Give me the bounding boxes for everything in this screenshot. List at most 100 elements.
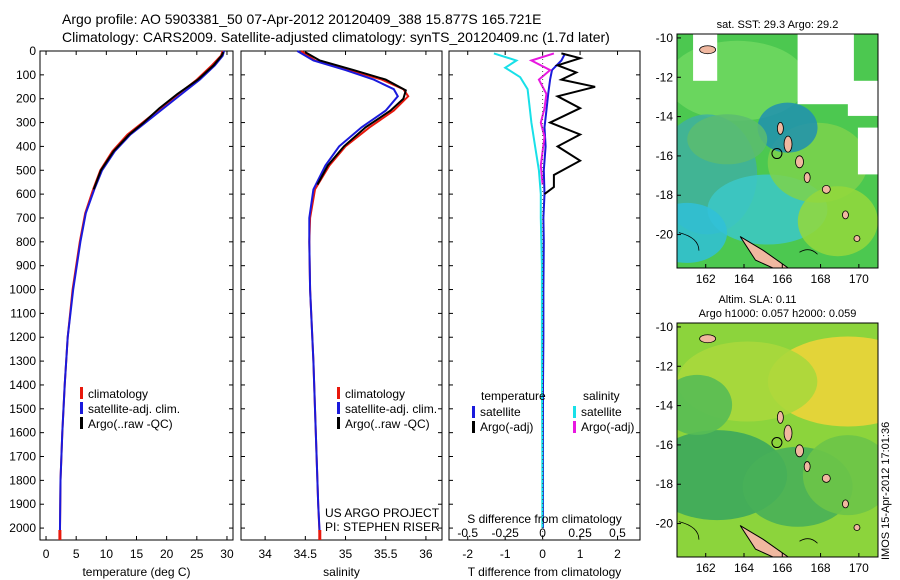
sla-map-title: Altim. SLA: 0.11 [718, 294, 796, 306]
project-pi: PI: STEPHEN RISER [325, 520, 440, 534]
depth-tick-label: 1900 [9, 497, 36, 511]
sla_map-ytick-label: -12 [656, 359, 674, 373]
figure-title-line2: Climatology: CARS2009. Satellite-adjuste… [62, 29, 610, 45]
temperature-xtick-label: 25 [190, 547, 204, 561]
legend-temperature-label: Argo(-adj) [480, 420, 533, 434]
sst_map-group [676, 33, 879, 269]
temperature-xtick-label: 15 [130, 547, 144, 561]
salinity-legend-swatch [337, 417, 340, 429]
sla_map-xtick-label: 162 [696, 561, 716, 575]
reef-contour [799, 538, 818, 544]
sst-missing-data [797, 34, 854, 105]
island [821, 473, 831, 483]
legend-salinity-swatch [573, 421, 576, 433]
island [853, 235, 861, 242]
depth-tick-label: 1100 [10, 306, 36, 320]
temperature-legend-label: Argo(..raw -QC) [88, 417, 173, 431]
temperature-axes-frame [39, 50, 234, 541]
temperature-xtick-label: 30 [220, 547, 234, 561]
depth-tick-label: 1500 [9, 402, 36, 416]
difference-series-t-argo-adj- [543, 52, 596, 195]
temperature-xlabel: temperature (deg C) [82, 565, 190, 579]
island [776, 410, 784, 424]
sst-missing-data [857, 127, 878, 175]
salinity-bottom-marker [318, 530, 322, 540]
island [842, 210, 849, 220]
difference-xtick-label: 1 [577, 547, 584, 561]
legend-temperature-swatch [472, 406, 475, 418]
sst-map-title: sat. SST: 29.3 Argo: 29.2 [717, 19, 839, 31]
temperature-legend-label: climatology [88, 387, 148, 401]
salinity-diff-tick-label: 0 [539, 526, 546, 540]
salinity-series-satellite-adj-clim- [296, 50, 400, 536]
depth-tick-label: 1200 [9, 330, 36, 344]
island [699, 334, 717, 344]
sst_map-xtick-label: 164 [734, 272, 754, 286]
difference-xtick-label: -2 [462, 547, 473, 561]
depth-tick-label: 1000 [9, 283, 36, 297]
depth-tick-label: 1800 [9, 473, 36, 487]
island [783, 135, 793, 153]
profile-location-marker [771, 437, 783, 449]
salinity-diff-tick-label: -0.5 [457, 526, 478, 540]
difference-xlabel-salinity: S difference from climatology [467, 512, 622, 526]
salinity-legend-label: Argo(..raw -QC) [345, 417, 430, 431]
sst_map-xtick-label: 162 [696, 272, 716, 286]
sst_map-ytick-label: -18 [656, 188, 674, 202]
sla_map-field [677, 323, 878, 557]
project-name: US ARGO PROJECT [325, 506, 440, 520]
sla_map-xtick-label: 164 [734, 561, 754, 575]
depth-tick-label: 1400 [9, 378, 36, 392]
island [795, 444, 804, 458]
reef-contour [678, 521, 700, 540]
legend-temperature-title: temperature [481, 389, 546, 403]
island [821, 184, 831, 194]
sst_map-ytick-label: -10 [656, 31, 674, 45]
sst_map-field [677, 34, 878, 268]
new-caledonia-landmass [739, 236, 790, 268]
sla_map-xtick-label: 166 [772, 561, 792, 575]
salinity-xtick-label: 34.5 [294, 547, 318, 561]
depth-tick-label: 0 [29, 44, 36, 58]
temperature-legend-swatch [80, 402, 83, 414]
salinity-xtick-label: 35.5 [374, 547, 398, 561]
sla_map-ytick-label: -16 [656, 438, 674, 452]
profile-location-marker [771, 148, 783, 160]
depth-tick-label: 500 [16, 163, 36, 177]
sla-map-subtitle: Argo h1000: 0.057 h2000: 0.059 [699, 308, 857, 320]
depth-tick-label: 400 [16, 139, 36, 153]
legend-salinity-swatch [573, 406, 576, 418]
salinity-axes-frame [240, 50, 443, 541]
legend-salinity-title: salinity [583, 389, 620, 403]
sst_map-ytick-label: -12 [656, 70, 674, 84]
difference-xlabel: T difference from climatology [468, 565, 622, 579]
depth-tick-label: 600 [16, 187, 36, 201]
temperature-bottom-marker [58, 530, 62, 540]
island [803, 461, 811, 472]
island [795, 155, 804, 169]
temperature-legend-label: satellite-adj. clim. [88, 402, 180, 416]
island [853, 524, 861, 531]
sst_map-ytick-label: -20 [656, 228, 674, 242]
sst_map-xtick-label: 166 [772, 272, 792, 286]
new-caledonia-landmass [739, 525, 790, 557]
sst-anomaly-patch [757, 102, 818, 153]
sst_map-xtick-label: 168 [811, 272, 831, 286]
depth-tick-label: 1700 [9, 450, 36, 464]
sla_map-group [676, 322, 879, 558]
salinity-xtick-label: 35 [339, 547, 353, 561]
sst-missing-data [693, 34, 718, 81]
depth-tick-label: 800 [16, 235, 36, 249]
salinity-diff-tick-label: -0.25 [491, 526, 519, 540]
depth-tick-label: 700 [16, 211, 36, 225]
salinity-diff-tick-label: 0.5 [609, 526, 626, 540]
island [699, 45, 717, 55]
sla_map-xtick-label: 168 [811, 561, 831, 575]
sla-anomaly-patch [802, 435, 878, 516]
depth-tick-label: 1300 [9, 354, 36, 368]
depth-tick-label: 2000 [9, 521, 36, 535]
temperature-series-argo-raw-qc- [92, 51, 225, 190]
salinity-legend-swatch [337, 387, 340, 399]
salinity-legend-label: satellite-adj. clim. [345, 402, 437, 416]
